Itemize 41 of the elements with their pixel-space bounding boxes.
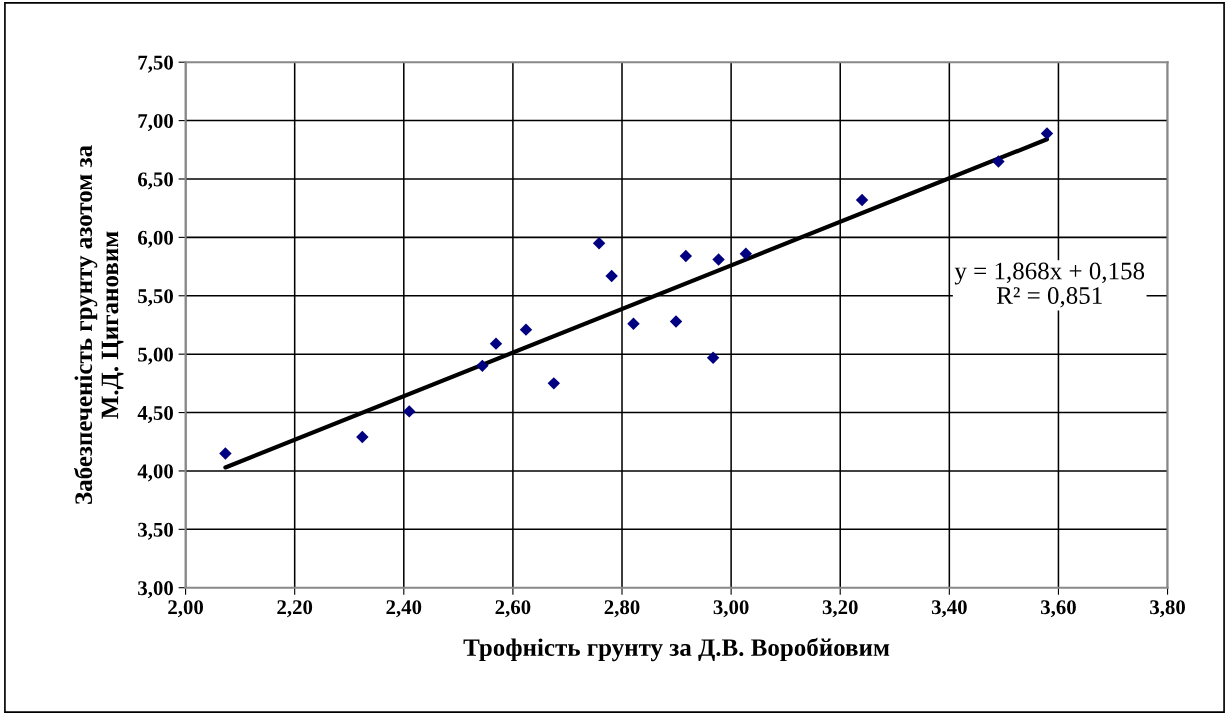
y-tick-label: 3,00 bbox=[138, 581, 173, 599]
point bbox=[476, 359, 489, 373]
y-tick-label: 5,50 bbox=[138, 289, 173, 307]
x-tick-label: 2,80 bbox=[604, 600, 640, 618]
y-tick-label: 5,00 bbox=[138, 347, 173, 365]
x-tick-label: 2,00 bbox=[168, 600, 204, 618]
x-tick-label: 3,80 bbox=[1150, 600, 1185, 618]
point bbox=[712, 253, 725, 266]
x-tick-label: 2,60 bbox=[495, 600, 531, 618]
x-tick-label: 3,00 bbox=[713, 600, 749, 618]
point bbox=[855, 193, 869, 207]
point bbox=[669, 315, 683, 328]
y-tick-label: 6,50 bbox=[138, 172, 173, 190]
annotation: y = 1,868x + 0,158 R² = 0,851 bbox=[954, 262, 1145, 308]
x-tick-label: 3,20 bbox=[822, 600, 858, 618]
point bbox=[706, 351, 720, 364]
point bbox=[739, 247, 753, 260]
x-tick-label: 3,40 bbox=[931, 600, 967, 618]
point bbox=[1040, 127, 1054, 140]
x-tick-label: 2,20 bbox=[277, 600, 313, 618]
point bbox=[489, 337, 503, 350]
point bbox=[992, 155, 1005, 168]
y-tick-label: 6,00 bbox=[138, 230, 173, 248]
x-tick-label: 2,40 bbox=[386, 600, 422, 618]
x-axis-title: Трофність грунту за Д.В. Воробйовим bbox=[463, 637, 890, 662]
point bbox=[592, 237, 606, 250]
y-tick-label: 4,50 bbox=[137, 405, 173, 424]
point bbox=[547, 377, 561, 390]
point bbox=[627, 317, 640, 331]
point bbox=[679, 249, 693, 263]
point bbox=[403, 405, 416, 418]
point bbox=[356, 430, 369, 444]
y-tick-label: 4,00 bbox=[137, 464, 173, 482]
point bbox=[605, 269, 618, 283]
y-axis-title: Забезпеченість грунту азотом за М.Д. Цигановим bbox=[73, 145, 124, 504]
y-tick-label: 7,50 bbox=[138, 55, 173, 73]
y-tick-label: 3,50 bbox=[138, 522, 173, 540]
point bbox=[519, 323, 533, 336]
point bbox=[219, 447, 232, 460]
y-tick-label: 7,00 bbox=[138, 113, 173, 132]
x-tick-label: 3,60 bbox=[1041, 600, 1076, 618]
